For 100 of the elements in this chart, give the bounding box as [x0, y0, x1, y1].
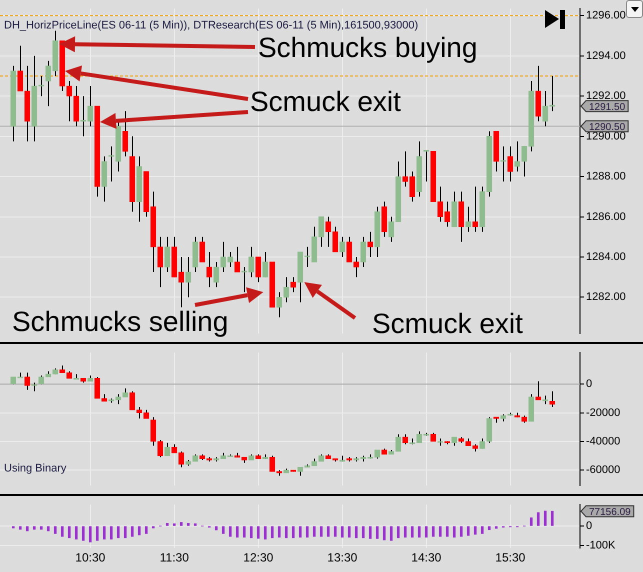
bar	[26, 526, 29, 532]
bar	[396, 526, 400, 538]
bar	[298, 526, 302, 538]
candlestick	[24, 372, 30, 390]
candlestick	[269, 455, 276, 472]
bar	[362, 526, 365, 538]
bar	[180, 522, 183, 526]
x-tick-label: 10:30	[75, 550, 106, 565]
y-tick-label: 1294.00	[586, 50, 626, 62]
candlestick	[73, 86, 80, 127]
candlestick	[346, 236, 352, 263]
bar	[466, 526, 470, 536]
bar	[326, 526, 330, 537]
bar	[166, 523, 169, 526]
candlestick	[528, 394, 534, 422]
text: 77156.09	[589, 506, 632, 518]
annotation: Scmuck exit	[372, 308, 523, 340]
bar	[418, 526, 421, 538]
bar	[194, 523, 197, 526]
bar	[222, 526, 225, 534]
candlestick	[381, 201, 388, 238]
bar	[550, 510, 554, 526]
candlestick	[164, 236, 170, 273]
annotation: Schmucks buying	[258, 32, 478, 64]
bar	[306, 526, 309, 538]
bar	[228, 526, 232, 537]
bar	[214, 526, 218, 530]
bar	[424, 526, 428, 538]
bar	[312, 526, 316, 537]
candlestick	[157, 236, 164, 288]
bar	[278, 526, 281, 538]
candlestick	[17, 45, 24, 92]
bar	[46, 526, 50, 532]
x-tick-label: 14:30	[411, 550, 442, 565]
candlestick	[38, 75, 44, 97]
y-tick-label: 1296.00	[586, 10, 626, 22]
annotation: Schmucks selling	[12, 306, 228, 338]
candlestick	[94, 376, 100, 399]
bar	[334, 526, 337, 537]
candlestick	[66, 80, 72, 122]
bar	[368, 526, 372, 539]
candlestick	[367, 231, 374, 258]
bar	[116, 526, 120, 538]
bar	[320, 526, 323, 537]
y-tick-label: 1282.00	[586, 291, 626, 304]
y-tick-label: 1290.00	[586, 130, 626, 142]
bar	[376, 526, 379, 539]
bar	[172, 523, 176, 526]
bar	[390, 526, 393, 541]
bar	[292, 526, 295, 538]
candlestick	[458, 191, 464, 242]
candlestick	[150, 416, 156, 446]
x-tick-label: 11:30	[160, 550, 190, 565]
bar	[284, 526, 288, 538]
bar	[480, 526, 484, 534]
x-tick-label: 15:30	[495, 550, 526, 565]
bar	[138, 526, 141, 536]
bar	[54, 526, 57, 534]
candlestick	[507, 146, 514, 182]
bar	[32, 526, 36, 530]
candlestick	[101, 156, 108, 202]
candlestick	[157, 439, 164, 458]
candlestick	[500, 146, 506, 182]
bar	[446, 526, 449, 537]
bar	[256, 526, 260, 539]
bar	[60, 526, 64, 537]
annotation: Scmuck exit	[250, 86, 401, 118]
y-tick-label: 1292.00	[586, 90, 626, 102]
bar	[264, 526, 267, 540]
y-tick-label: -40000	[586, 435, 620, 448]
y-tick-label: -60000	[586, 464, 620, 476]
bar	[130, 526, 134, 537]
candlestick	[122, 110, 128, 157]
y-tick-label: 0	[586, 378, 592, 390]
x-tick-label: 12:30	[243, 550, 274, 565]
bar	[474, 526, 477, 535]
y-tick-label: 1288.00	[586, 170, 626, 183]
bar	[544, 510, 547, 526]
bar	[494, 526, 498, 529]
text: 1291.50	[589, 102, 626, 113]
bar	[348, 526, 351, 538]
candlestick	[129, 390, 136, 410]
text: Using Binary	[4, 462, 67, 474]
candlestick	[514, 140, 520, 172]
candlestick	[206, 251, 212, 288]
y-tick-label: -20000	[586, 406, 620, 419]
bar	[452, 526, 456, 538]
candlestick	[395, 434, 402, 452]
bar	[124, 526, 127, 538]
y-tick-label: 1286.00	[586, 210, 626, 223]
y-tick-label: -100K	[586, 539, 616, 552]
candlestick	[535, 65, 542, 122]
ref-line-label: 1290.50	[589, 122, 626, 133]
bar	[432, 526, 435, 537]
bar	[382, 526, 386, 540]
candlestick	[535, 380, 542, 400]
bar	[410, 526, 414, 538]
bar	[354, 526, 358, 538]
candlestick	[339, 236, 346, 258]
candlestick	[465, 206, 472, 232]
